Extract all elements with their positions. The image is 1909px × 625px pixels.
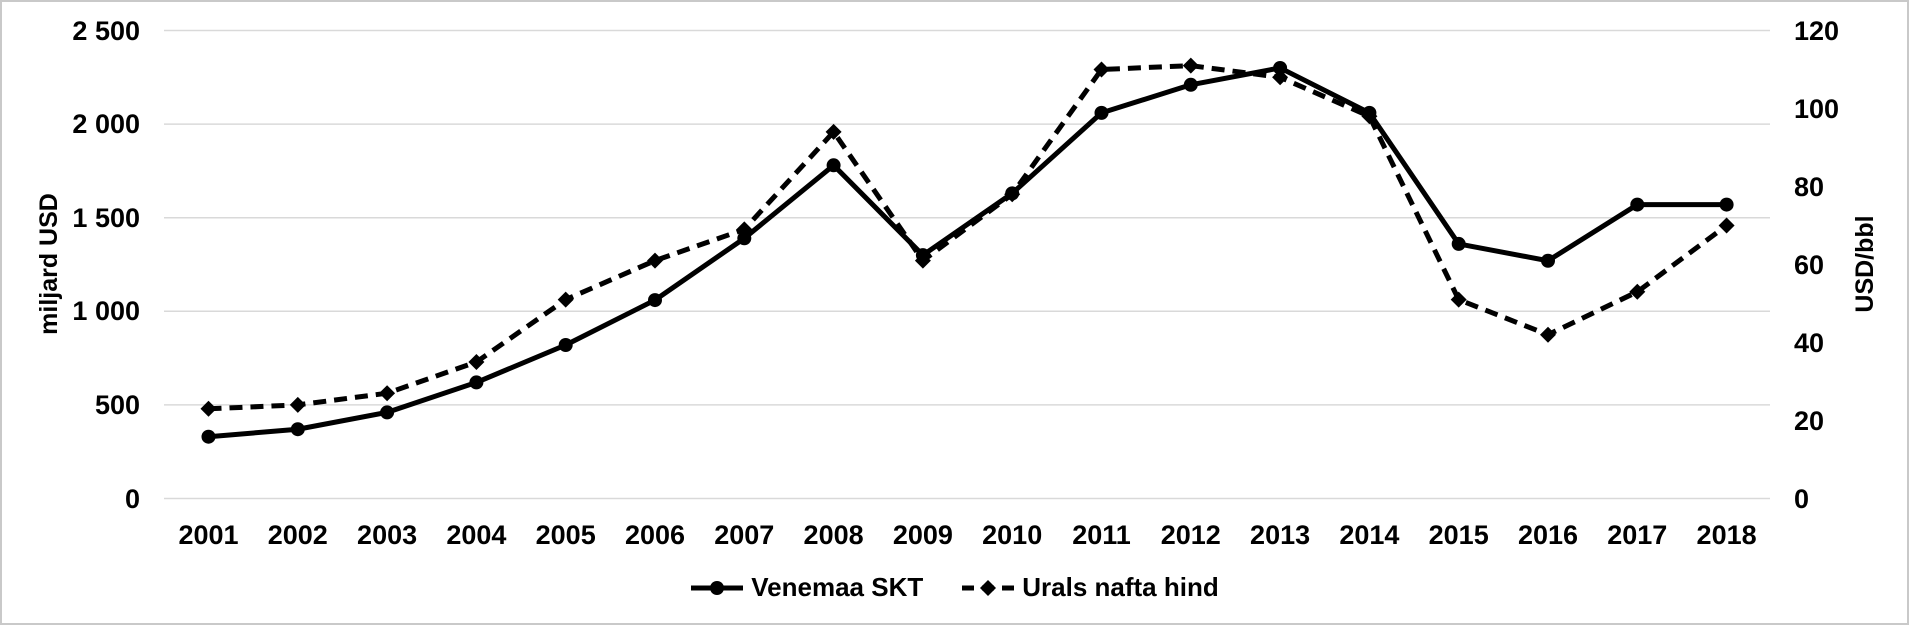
series-marker — [1540, 326, 1556, 343]
x-axis-label: 2002 — [267, 520, 328, 550]
legend-label: Venemaa SKT — [751, 572, 924, 602]
x-axis-label: 2009 — [892, 520, 953, 550]
right-axis-tick-label: 80 — [1794, 171, 1825, 202]
series-marker — [647, 252, 663, 269]
series-marker — [1541, 253, 1555, 268]
x-axis-label: 2017 — [1607, 520, 1668, 550]
series-marker — [737, 231, 752, 246]
series-marker — [289, 396, 306, 413]
series-marker — [1719, 197, 1734, 212]
x-axis-label: 2015 — [1428, 520, 1489, 550]
series-marker — [290, 422, 305, 437]
series-marker — [1630, 197, 1645, 212]
series-marker — [1094, 105, 1109, 120]
x-axis-label: 2013 — [1250, 520, 1311, 550]
series-marker — [201, 429, 216, 444]
x-axis-label: 2011 — [1072, 520, 1131, 550]
x-axis-label: 2003 — [357, 520, 418, 550]
legend: Venemaa SKT Urals nafta hind — [2, 572, 1907, 603]
right-axis-tick-label: 100 — [1794, 93, 1840, 124]
left-axis-tick-label: 0 — [124, 483, 140, 514]
series-marker — [1273, 60, 1288, 75]
series-marker — [469, 375, 484, 390]
right-axis-tick-label: 20 — [1794, 405, 1825, 436]
series-marker — [379, 385, 396, 402]
left-axis-tick-label: 2 500 — [72, 15, 140, 46]
series-line-venemaa-skt — [208, 65, 1727, 440]
series-marker — [1718, 217, 1735, 234]
series-marker — [1182, 57, 1199, 74]
series-marker — [915, 248, 930, 263]
x-axis-label: 2016 — [1517, 520, 1579, 550]
x-axis-label: 2008 — [803, 520, 864, 550]
solid-line-marker-icon — [691, 580, 744, 595]
right-axis-tick-label: 120 — [1794, 15, 1840, 46]
x-axis-label: 2005 — [535, 520, 596, 550]
series-marker — [380, 405, 395, 420]
legend-item-urals-nafta-hind: Urals nafta hind — [961, 572, 1219, 603]
series-marker — [558, 337, 573, 352]
series-marker — [1005, 186, 1020, 201]
dashed-line-marker-icon — [962, 579, 1015, 596]
series-marker — [648, 293, 662, 308]
legend-label: Urals nafta hind — [1022, 572, 1219, 602]
left-axis-tick-label: 500 — [94, 389, 140, 420]
x-axis-label: 2004 — [446, 520, 507, 550]
series-marker — [1183, 77, 1198, 92]
left-axis-tick-label: 1 500 — [72, 202, 140, 233]
series-marker — [1450, 291, 1467, 308]
right-axis-tick-label: 60 — [1794, 249, 1825, 280]
legend-item-venemaa-skt: Venemaa SKT — [690, 572, 923, 603]
x-axis-label: 2007 — [714, 520, 775, 550]
right-axis-tick-label: 0 — [1794, 483, 1810, 514]
series-marker — [200, 400, 217, 417]
left-axis-tick-label: 2 000 — [72, 109, 140, 140]
left-axis-tick-label: 1 000 — [72, 296, 140, 327]
series-marker — [1093, 61, 1110, 78]
series-marker — [825, 123, 842, 140]
series-marker — [1362, 105, 1377, 120]
x-axis-label: 2018 — [1696, 520, 1757, 550]
left-axis-title: miljard USD — [35, 193, 63, 335]
x-axis-label: 2001 — [178, 520, 239, 550]
series-line-urals-nafta-hind — [208, 63, 1729, 412]
x-axis-label: 2014 — [1339, 520, 1400, 550]
x-axis-label: 2012 — [1160, 520, 1221, 550]
series-marker — [1451, 236, 1466, 251]
series-marker — [826, 158, 841, 173]
series-marker — [468, 354, 485, 370]
x-axis-label: 2010 — [982, 520, 1043, 550]
x-axis-label: 2006 — [624, 520, 686, 550]
series-marker — [557, 291, 574, 308]
series-marker — [1629, 283, 1646, 300]
right-axis-tick-label: 40 — [1794, 327, 1825, 358]
